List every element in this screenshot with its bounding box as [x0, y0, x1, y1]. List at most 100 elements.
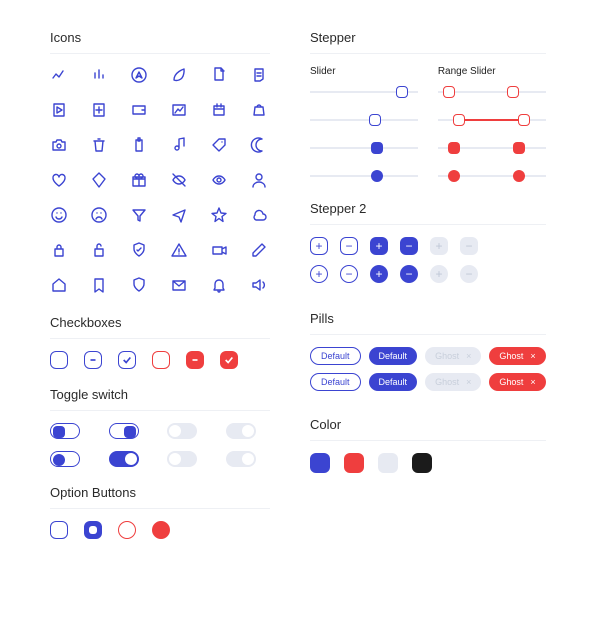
range-slider[interactable]	[438, 113, 546, 127]
range-slider[interactable]	[438, 85, 546, 99]
toggle-6[interactable]	[167, 451, 197, 467]
camera-icon	[50, 136, 70, 157]
checkbox-2[interactable]	[118, 351, 136, 369]
pill-ghost[interactable]: Ghost	[425, 347, 481, 365]
color-section: Color	[310, 417, 546, 473]
eye-off-icon	[170, 171, 190, 192]
swatch-danger	[344, 453, 364, 473]
toggle-grid	[50, 423, 270, 467]
toggle-5[interactable]	[109, 451, 139, 467]
options-section: Option Buttons	[50, 485, 270, 539]
alert-icon	[170, 241, 190, 262]
leaf-icon	[170, 66, 190, 87]
slider[interactable]	[310, 141, 418, 155]
mail-icon	[170, 276, 190, 297]
user-icon	[250, 171, 270, 192]
smile-icon	[50, 206, 70, 227]
gift-icon	[130, 171, 150, 192]
icon-grid	[50, 66, 270, 297]
slider[interactable]	[310, 169, 418, 183]
slider[interactable]	[310, 85, 418, 99]
toggle-1[interactable]	[109, 423, 139, 439]
pill-default[interactable]: Default	[369, 347, 418, 365]
pill-default[interactable]: Default	[310, 373, 361, 391]
checkbox-4[interactable]	[186, 351, 204, 369]
play-icon	[50, 101, 70, 122]
checkboxes-section: Checkboxes	[50, 315, 270, 369]
stepper-plus[interactable]: +	[430, 237, 448, 255]
pill-ghost[interactable]: Ghost	[425, 373, 481, 391]
checkbox-5[interactable]	[220, 351, 238, 369]
slider-stack	[310, 85, 418, 183]
image-icon	[170, 101, 190, 122]
compass-icon	[130, 66, 150, 87]
range-slider[interactable]	[438, 141, 546, 155]
toggle-2[interactable]	[167, 423, 197, 439]
bag-icon	[250, 101, 270, 122]
wallet-icon	[130, 101, 150, 122]
edit-icon	[250, 241, 270, 262]
pill-ghost[interactable]: Ghost	[489, 347, 545, 365]
stepper-minus[interactable]: −	[340, 237, 358, 255]
toggle-3[interactable]	[226, 423, 256, 439]
plus-square-icon	[90, 101, 110, 122]
pill-ghost[interactable]: Ghost	[489, 373, 545, 391]
stepper-minus[interactable]: −	[460, 265, 478, 283]
stepper-plus[interactable]: +	[370, 237, 388, 255]
plane-icon	[170, 206, 190, 227]
volume-icon	[250, 276, 270, 297]
stepper2-title: Stepper 2	[310, 201, 546, 225]
toggle-4[interactable]	[50, 451, 80, 467]
stepper-section: Stepper Slider Range Slider	[310, 30, 546, 183]
toggle-section: Toggle switch	[50, 387, 270, 467]
tag-icon	[210, 136, 230, 157]
pill-default[interactable]: Default	[369, 373, 418, 391]
bell-icon	[210, 276, 230, 297]
stepper-plus[interactable]: +	[430, 265, 448, 283]
toggle-0[interactable]	[50, 423, 80, 439]
music-icon	[170, 136, 190, 157]
stepper-plus[interactable]: +	[310, 265, 328, 283]
option-1[interactable]	[84, 521, 102, 539]
range-slider[interactable]	[438, 169, 546, 183]
pill-default[interactable]: Default	[310, 347, 361, 365]
option-2[interactable]	[118, 521, 136, 539]
stepper-minus[interactable]: −	[400, 237, 418, 255]
stepper2-section: Stepper 2 +−+−+−+−+−+−	[310, 201, 546, 293]
home-icon	[50, 276, 70, 297]
document-icon	[210, 66, 230, 87]
toggle-7[interactable]	[226, 451, 256, 467]
shield-icon	[130, 276, 150, 297]
funnel-icon	[130, 206, 150, 227]
range-subhead: Range Slider	[438, 66, 546, 77]
eye-icon	[210, 171, 230, 192]
trash-icon	[90, 136, 110, 157]
stepper-minus[interactable]: −	[340, 265, 358, 283]
lock-icon	[50, 241, 70, 262]
checkboxes-title: Checkboxes	[50, 315, 270, 339]
pills-rows: Default Default Ghost Ghost Default Default Gh…	[310, 347, 546, 391]
option-3[interactable]	[152, 521, 170, 539]
stepper-plus[interactable]: +	[370, 265, 388, 283]
color-row	[310, 453, 546, 473]
pills-section: Pills DefaultDefaultGhostGhostDefaultDef…	[310, 311, 546, 399]
stepper-minus[interactable]: −	[400, 265, 418, 283]
slider-subhead: Slider	[310, 66, 418, 77]
slider[interactable]	[310, 113, 418, 127]
pills-title: Pills	[310, 311, 546, 335]
option-0[interactable]	[50, 521, 68, 539]
options-title: Option Buttons	[50, 485, 270, 509]
cloud-icon	[250, 206, 270, 227]
checkbox-1[interactable]	[84, 351, 102, 369]
range-stack	[438, 85, 546, 183]
chart-line-icon	[50, 66, 70, 87]
icons-title: Icons	[50, 30, 270, 54]
stepper-minus[interactable]: −	[460, 237, 478, 255]
toggle-title: Toggle switch	[50, 387, 270, 411]
swatch-primary	[310, 453, 330, 473]
icons-section: Icons	[50, 30, 270, 297]
checkbox-0[interactable]	[50, 351, 68, 369]
checkbox-3[interactable]	[152, 351, 170, 369]
stepper-plus[interactable]: +	[310, 237, 328, 255]
calendar-icon	[210, 101, 230, 122]
